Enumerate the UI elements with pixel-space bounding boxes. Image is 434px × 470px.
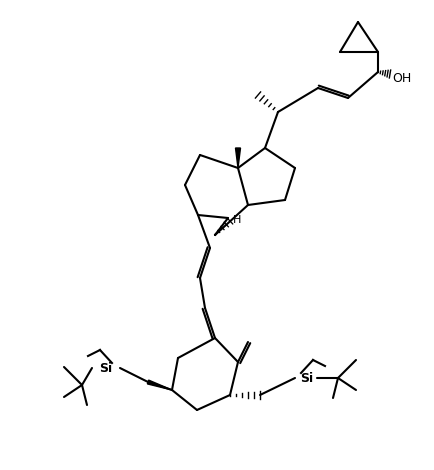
Polygon shape bbox=[236, 148, 240, 168]
Polygon shape bbox=[148, 380, 172, 390]
Text: Si: Si bbox=[300, 371, 313, 384]
Text: OH: OH bbox=[392, 71, 411, 85]
Text: H: H bbox=[233, 215, 241, 225]
Text: Si: Si bbox=[99, 361, 112, 375]
